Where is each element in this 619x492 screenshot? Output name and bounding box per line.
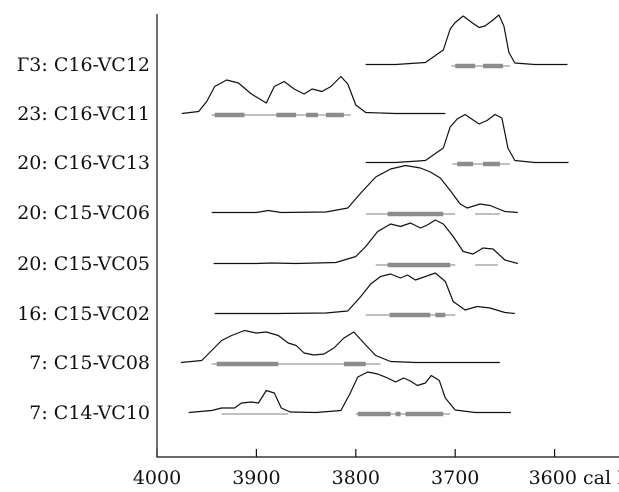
series-row: 16: C15-VC02: [17, 272, 515, 325]
x-tick-label: 4000: [133, 467, 181, 489]
probability-curve: [365, 113, 569, 164]
series-row: 20: C15-VC06: [17, 164, 518, 224]
x-tick-label: 3800: [332, 467, 380, 489]
series-label: 20: C16-VC13: [17, 152, 150, 174]
probability-curve: [180, 329, 500, 364]
series-row: 7: C15-VC08: [29, 329, 500, 374]
series-label: 20: C15-VC05: [17, 253, 150, 275]
series-label: 7: C14-VC10: [29, 402, 150, 424]
x-tick-label: 3900: [232, 467, 280, 489]
series-label: 16: C15-VC02: [17, 303, 150, 325]
series-row: 7: C14-VC10: [29, 371, 511, 424]
probability-curve: [214, 272, 515, 315]
probability-curve: [213, 219, 518, 265]
series-row: 23: C16-VC11: [17, 75, 446, 125]
series-label: 20: C15-VC06: [17, 202, 150, 224]
series-rows: Г3: C16-VC12 23: C16-VC11 20: C16-VC13 20: …: [17, 14, 569, 424]
x-tick-label: 3700: [431, 467, 479, 489]
x-axis-ticks: 4000 3900 3800 3700 3600 cal BC: [133, 449, 619, 489]
series-label: 23: C16-VC11: [17, 103, 150, 125]
series-row: Г3: C16-VC12: [17, 14, 568, 76]
probability-curve: [365, 14, 568, 66]
probability-curve: [181, 75, 446, 115]
probability-curve: [188, 371, 511, 414]
probability-curve: [211, 164, 518, 214]
series-label: 7: C15-VC08: [29, 352, 150, 374]
series-row: 20: C16-VC13: [17, 113, 569, 174]
series-row: 20: C15-VC05: [17, 219, 518, 275]
x-tick-label: 3600 cal BC: [529, 467, 619, 489]
series-label: Г3: C16-VC12: [17, 54, 150, 76]
